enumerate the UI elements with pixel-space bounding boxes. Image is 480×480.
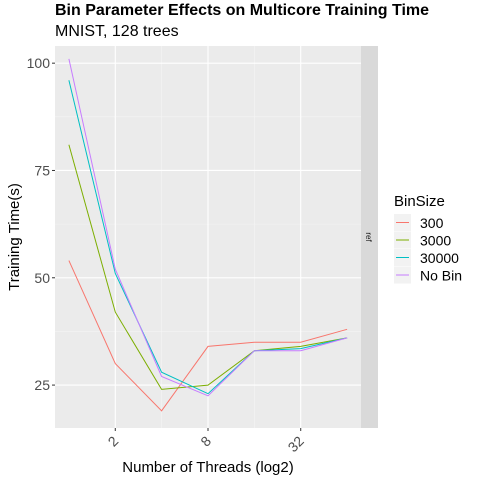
y-tick-label: 100 [27,55,51,71]
facet-strip [361,46,378,428]
x-tick-label: 2 [105,433,122,450]
x-tick-label: 8 [197,433,214,450]
series-lines [68,58,348,412]
y-axis-title: Training Time(s) [6,183,23,291]
legend-label: 30000 [420,250,459,266]
series-line-300 [68,260,348,412]
y-tick-label: 75 [34,162,50,178]
x-axis-ticks: 2 8 32 [105,428,307,455]
chart-title: Bin Parameter Effects on Multicore Train… [55,2,430,19]
facet-strip-label: ref [364,232,373,242]
x-tick-label: 32 [285,433,307,455]
series-line-no-bin [68,58,348,397]
legend-label: 3000 [420,233,451,249]
legend-title: BinSize [394,193,445,210]
y-tick-label: 50 [34,270,50,286]
series-line-3000 [68,144,348,390]
legend-label: 300 [420,215,444,231]
legend-label: No Bin [420,268,462,284]
y-tick-label: 25 [34,377,50,393]
x-axis-title: Number of Threads (log2) [122,459,293,476]
chart-subtitle: MNIST, 128 trees [55,23,179,40]
series-line-30000 [68,80,348,395]
y-axis-ticks: 25 50 75 100 [27,55,55,393]
